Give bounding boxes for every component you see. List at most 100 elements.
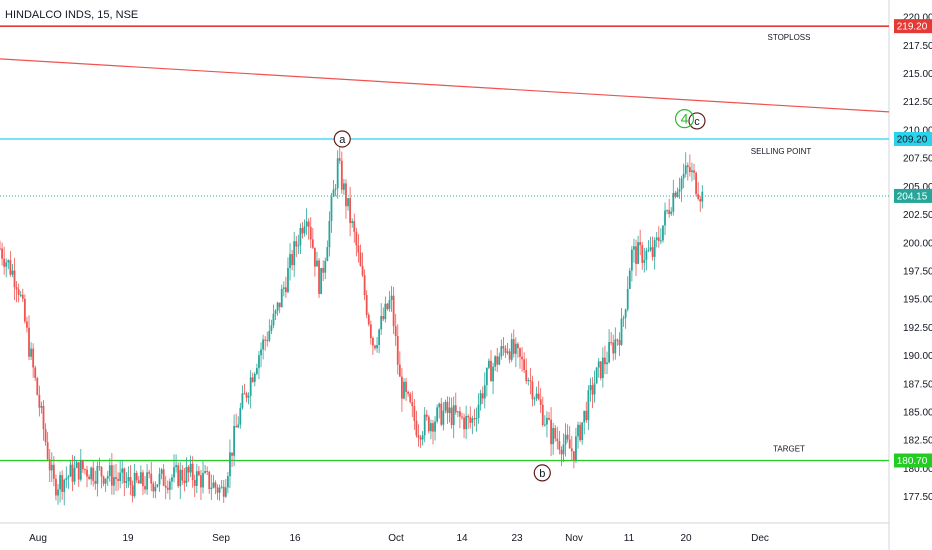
candle-body [278,302,281,308]
candle-body [343,183,345,190]
candle-body [222,486,225,497]
candle-body [423,414,426,436]
candle-body [653,240,656,257]
candle-body [26,321,28,328]
candle-body [48,459,51,471]
candle-body [512,339,515,354]
candle-body [193,480,196,486]
candle-body [340,160,343,190]
candle-body [104,478,107,484]
candle-body [643,259,646,263]
candle-body [307,221,310,227]
candle-body [539,399,542,405]
candle-body [187,466,190,473]
candle-body [13,270,16,288]
y-tick-label: 187.50 [903,379,932,390]
candle-body [432,423,434,432]
x-tick-label: Sep [212,533,230,544]
candle-body [260,349,262,356]
candle-body [84,469,86,471]
candle-body [502,346,505,349]
candle-body [417,435,420,438]
x-tick-label: 14 [456,533,468,544]
selling-point-price-tag [894,131,932,146]
candle-body [591,385,594,395]
candle-body [456,411,459,413]
candle-body [409,393,412,403]
candle-body [106,475,109,479]
candle-body [293,241,296,266]
candle-body [570,448,573,452]
y-tick-label: 202.50 [903,210,932,221]
candle-body [36,378,39,395]
candle-body [314,247,316,267]
candle-body [651,247,654,257]
candle-body [30,348,32,357]
candle-body [593,383,596,395]
candle-body [237,424,240,428]
candle-body [351,221,354,224]
candle-body [284,287,287,293]
candle-body [452,405,455,425]
candle-body [274,310,277,314]
candle-body [606,362,608,365]
candle-body [440,403,443,425]
candle-body [585,410,588,421]
candle-body [378,329,381,346]
candle-body [100,467,103,477]
candle-body [94,480,97,484]
candle-body [659,240,662,242]
candle-body [127,477,130,481]
candle-body [626,288,629,310]
candle-body [514,343,517,354]
y-tick-label: 190.00 [903,351,932,362]
candle-body [23,298,26,322]
candle-body [419,437,422,440]
x-tick-label: 23 [511,533,523,544]
candle-body [34,367,37,379]
candle-body [407,391,410,394]
x-tick-label: 11 [624,533,635,544]
candle-body [442,410,445,425]
wave-b-marker [533,464,551,482]
candle-body [396,336,399,365]
candle-body [566,434,569,440]
y-tick-label: 182.50 [903,436,932,447]
stoploss-label: STOPLOSS [768,33,811,42]
target-price-value: 180.70 [897,456,928,467]
y-tick-label: 195.00 [903,295,932,306]
candle-body [506,351,509,353]
y-tick-label: 217.50 [903,41,932,52]
candle-body [305,221,308,227]
candle-body [454,405,457,413]
candle-body [189,463,192,473]
candle-body [86,469,88,477]
candle-body [682,173,685,179]
candle-body [583,410,586,423]
candle-body [264,339,267,341]
candle-body [73,467,76,482]
candle-body [102,476,105,484]
candle-body [483,385,486,399]
candle-body [425,414,428,417]
candle-body [280,288,283,308]
candle-body [15,287,18,290]
last-price-tag [894,188,932,203]
candle-body [448,407,451,413]
candle-body [446,401,449,413]
candle-body [666,210,668,212]
candle-body [90,467,93,480]
candle-body [355,231,358,246]
candle-body [195,471,198,486]
candle-body [639,242,642,246]
candle-body [510,339,513,360]
candle-body [299,228,302,246]
candle-body [28,327,30,357]
candle-body [137,480,140,484]
candle-body [197,471,200,476]
candle-body [579,424,581,441]
candle-body [218,487,221,493]
candle-body [548,417,550,420]
candle-body [268,330,271,341]
